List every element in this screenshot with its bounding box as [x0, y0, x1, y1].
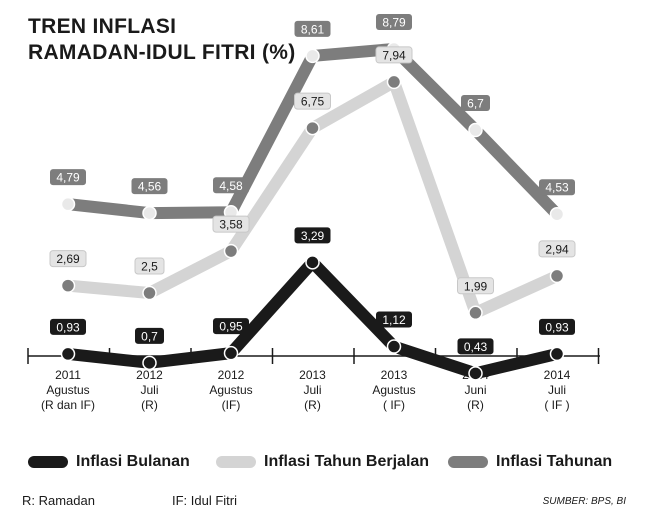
legend-swatch-inflasi-bulanan [28, 456, 68, 468]
data-label-box-inflasi-bulanan [457, 338, 494, 355]
legend-item-inflasi-tahun-berjalan: Inflasi Tahun Berjalan [216, 453, 429, 471]
x-tick-label: ( IF ) [544, 398, 569, 412]
data-label-inflasi-tahunan: 6,7 [467, 97, 484, 111]
source-note: SUMBER: BPS, BI [542, 496, 626, 507]
data-point-inflasi-tahun-berjalan [549, 268, 565, 284]
data-point-inflasi-tahunan [468, 122, 483, 138]
x-tick-label: 2013 [381, 368, 408, 382]
x-tick-label: 2013 [299, 368, 326, 382]
x-tick-label: (R) [141, 398, 158, 412]
x-tick-label: 2014 [544, 368, 571, 382]
data-point-inflasi-bulanan [468, 366, 483, 381]
x-tick-label: Juli [548, 383, 566, 397]
legend-swatch-inflasi-tahunan [448, 456, 488, 468]
data-label-inflasi-tahunan: 8,61 [301, 22, 325, 36]
data-label-inflasi-tahun-berjalan: 1,99 [464, 279, 488, 293]
data-label-inflasi-bulanan: 0,93 [545, 320, 569, 334]
data-point-inflasi-tahunan [60, 196, 76, 212]
x-tick-label: Agustus [209, 383, 252, 397]
data-label-inflasi-tahunan: 8,79 [382, 15, 406, 29]
data-label-inflasi-bulanan: 0,7 [141, 329, 158, 343]
data-label-box-inflasi-tahunan [294, 20, 331, 37]
data-label-box-inflasi-bulanan [294, 227, 331, 244]
data-label-box-inflasi-bulanan [213, 318, 249, 335]
data-point-inflasi-bulanan [142, 355, 157, 371]
data-point-inflasi-bulanan [305, 255, 320, 270]
data-label-inflasi-tahun-berjalan: 2,94 [545, 242, 569, 256]
x-tick-label: Juni [464, 383, 486, 397]
data-point-inflasi-tahun-berjalan [60, 278, 76, 293]
legend-swatch-inflasi-tahun-berjalan [216, 456, 256, 468]
data-label-inflasi-tahun-berjalan: 2,69 [56, 252, 80, 266]
data-label-inflasi-tahun-berjalan: 3,58 [219, 218, 243, 232]
data-point-inflasi-bulanan [223, 345, 239, 361]
data-label-inflasi-bulanan: 1,12 [382, 313, 406, 327]
legend-label-inflasi-tahun-berjalan: Inflasi Tahun Berjalan [264, 453, 430, 470]
x-tick-label: Agustus [372, 383, 415, 397]
legend-item-inflasi-tahunan: Inflasi Tahunan [448, 453, 612, 471]
data-label-inflasi-bulanan: 0,43 [464, 340, 488, 354]
data-point-inflasi-tahunan [305, 48, 320, 64]
data-label-box-inflasi-tahun-berjalan [49, 250, 87, 268]
data-point-inflasi-tahun-berjalan [223, 243, 239, 259]
data-point-inflasi-tahunan [142, 205, 157, 221]
data-label-box-inflasi-tahun-berjalan [294, 92, 331, 110]
x-tick-label: (R) [467, 398, 484, 412]
data-label-inflasi-bulanan: 0,93 [56, 320, 80, 334]
note-ramadan: R: Ramadan [22, 493, 95, 508]
data-label-box-inflasi-bulanan [376, 311, 412, 328]
data-label-box-inflasi-tahun-berjalan [134, 257, 165, 275]
data-point-inflasi-tahun-berjalan [386, 74, 402, 90]
data-label-inflasi-tahun-berjalan: 7,94 [382, 48, 406, 62]
data-point-inflasi-tahun-berjalan [142, 285, 157, 301]
x-tick-label: (R dan IF) [41, 398, 95, 412]
data-label-box-inflasi-tahun-berjalan [538, 240, 576, 258]
chart-title-line-1: TREN INFLASI [28, 15, 177, 38]
chart-title: TREN INFLASI RAMADAN-IDUL FITRI (%) [28, 14, 296, 66]
data-point-inflasi-tahun-berjalan [305, 120, 320, 136]
data-label-inflasi-tahunan: 4,58 [219, 179, 243, 193]
data-label-inflasi-bulanan: 0,95 [219, 320, 243, 334]
legend-item-inflasi-bulanan: Inflasi Bulanan [28, 453, 190, 471]
data-point-inflasi-bulanan [60, 346, 76, 362]
x-tick-label: Agustus [46, 383, 89, 397]
data-label-box-inflasi-tahun-berjalan [212, 215, 250, 233]
legend: Inflasi Bulanan Inflasi Tahun Berjalan I… [20, 453, 640, 477]
note-idul-fitri: IF: Idul Fitri [172, 493, 238, 508]
data-label-box-inflasi-bulanan [50, 318, 86, 335]
data-label-box-inflasi-bulanan [539, 318, 575, 335]
data-label-box-inflasi-bulanan [135, 327, 164, 344]
x-tick-label: 2012 [136, 368, 163, 382]
chart-title-line-2: RAMADAN-IDUL FITRI (%) [28, 41, 296, 64]
data-label-box-inflasi-tahun-berjalan [457, 277, 494, 295]
data-label-inflasi-tahunan: 4,56 [138, 180, 162, 194]
legend-label-inflasi-bulanan: Inflasi Bulanan [76, 453, 190, 470]
data-point-inflasi-bulanan [386, 339, 402, 354]
data-label-box-inflasi-tahunan [50, 169, 86, 186]
x-tick-label: (R) [304, 398, 321, 412]
data-label-inflasi-tahunan: 4,79 [56, 171, 80, 185]
x-tick-label: 2012 [218, 368, 245, 382]
data-point-inflasi-tahunan [549, 206, 565, 222]
x-tick-label: (IF) [222, 398, 241, 412]
data-point-inflasi-bulanan [549, 346, 565, 362]
x-tick-label: Juli [140, 383, 158, 397]
data-label-inflasi-tahun-berjalan: 6,75 [301, 95, 325, 109]
data-label-box-inflasi-tahunan [131, 178, 168, 195]
data-label-inflasi-tahunan: 4,53 [545, 181, 569, 195]
data-label-box-inflasi-tahunan [461, 95, 490, 112]
data-label-inflasi-bulanan: 3,29 [301, 229, 325, 243]
data-label-box-inflasi-tahunan [539, 179, 575, 196]
data-label-inflasi-tahun-berjalan: 2,5 [141, 260, 158, 274]
legend-label-inflasi-tahunan: Inflasi Tahunan [496, 453, 613, 470]
data-point-inflasi-tahun-berjalan [468, 305, 483, 321]
data-label-box-inflasi-tahunan [376, 13, 412, 30]
x-tick-label: ( IF) [383, 398, 405, 412]
x-tick-label: Juli [303, 383, 321, 397]
x-tick-label: 2011 [55, 368, 81, 382]
data-label-box-inflasi-tahunan [213, 177, 249, 194]
data-label-box-inflasi-tahun-berjalan [375, 46, 413, 64]
